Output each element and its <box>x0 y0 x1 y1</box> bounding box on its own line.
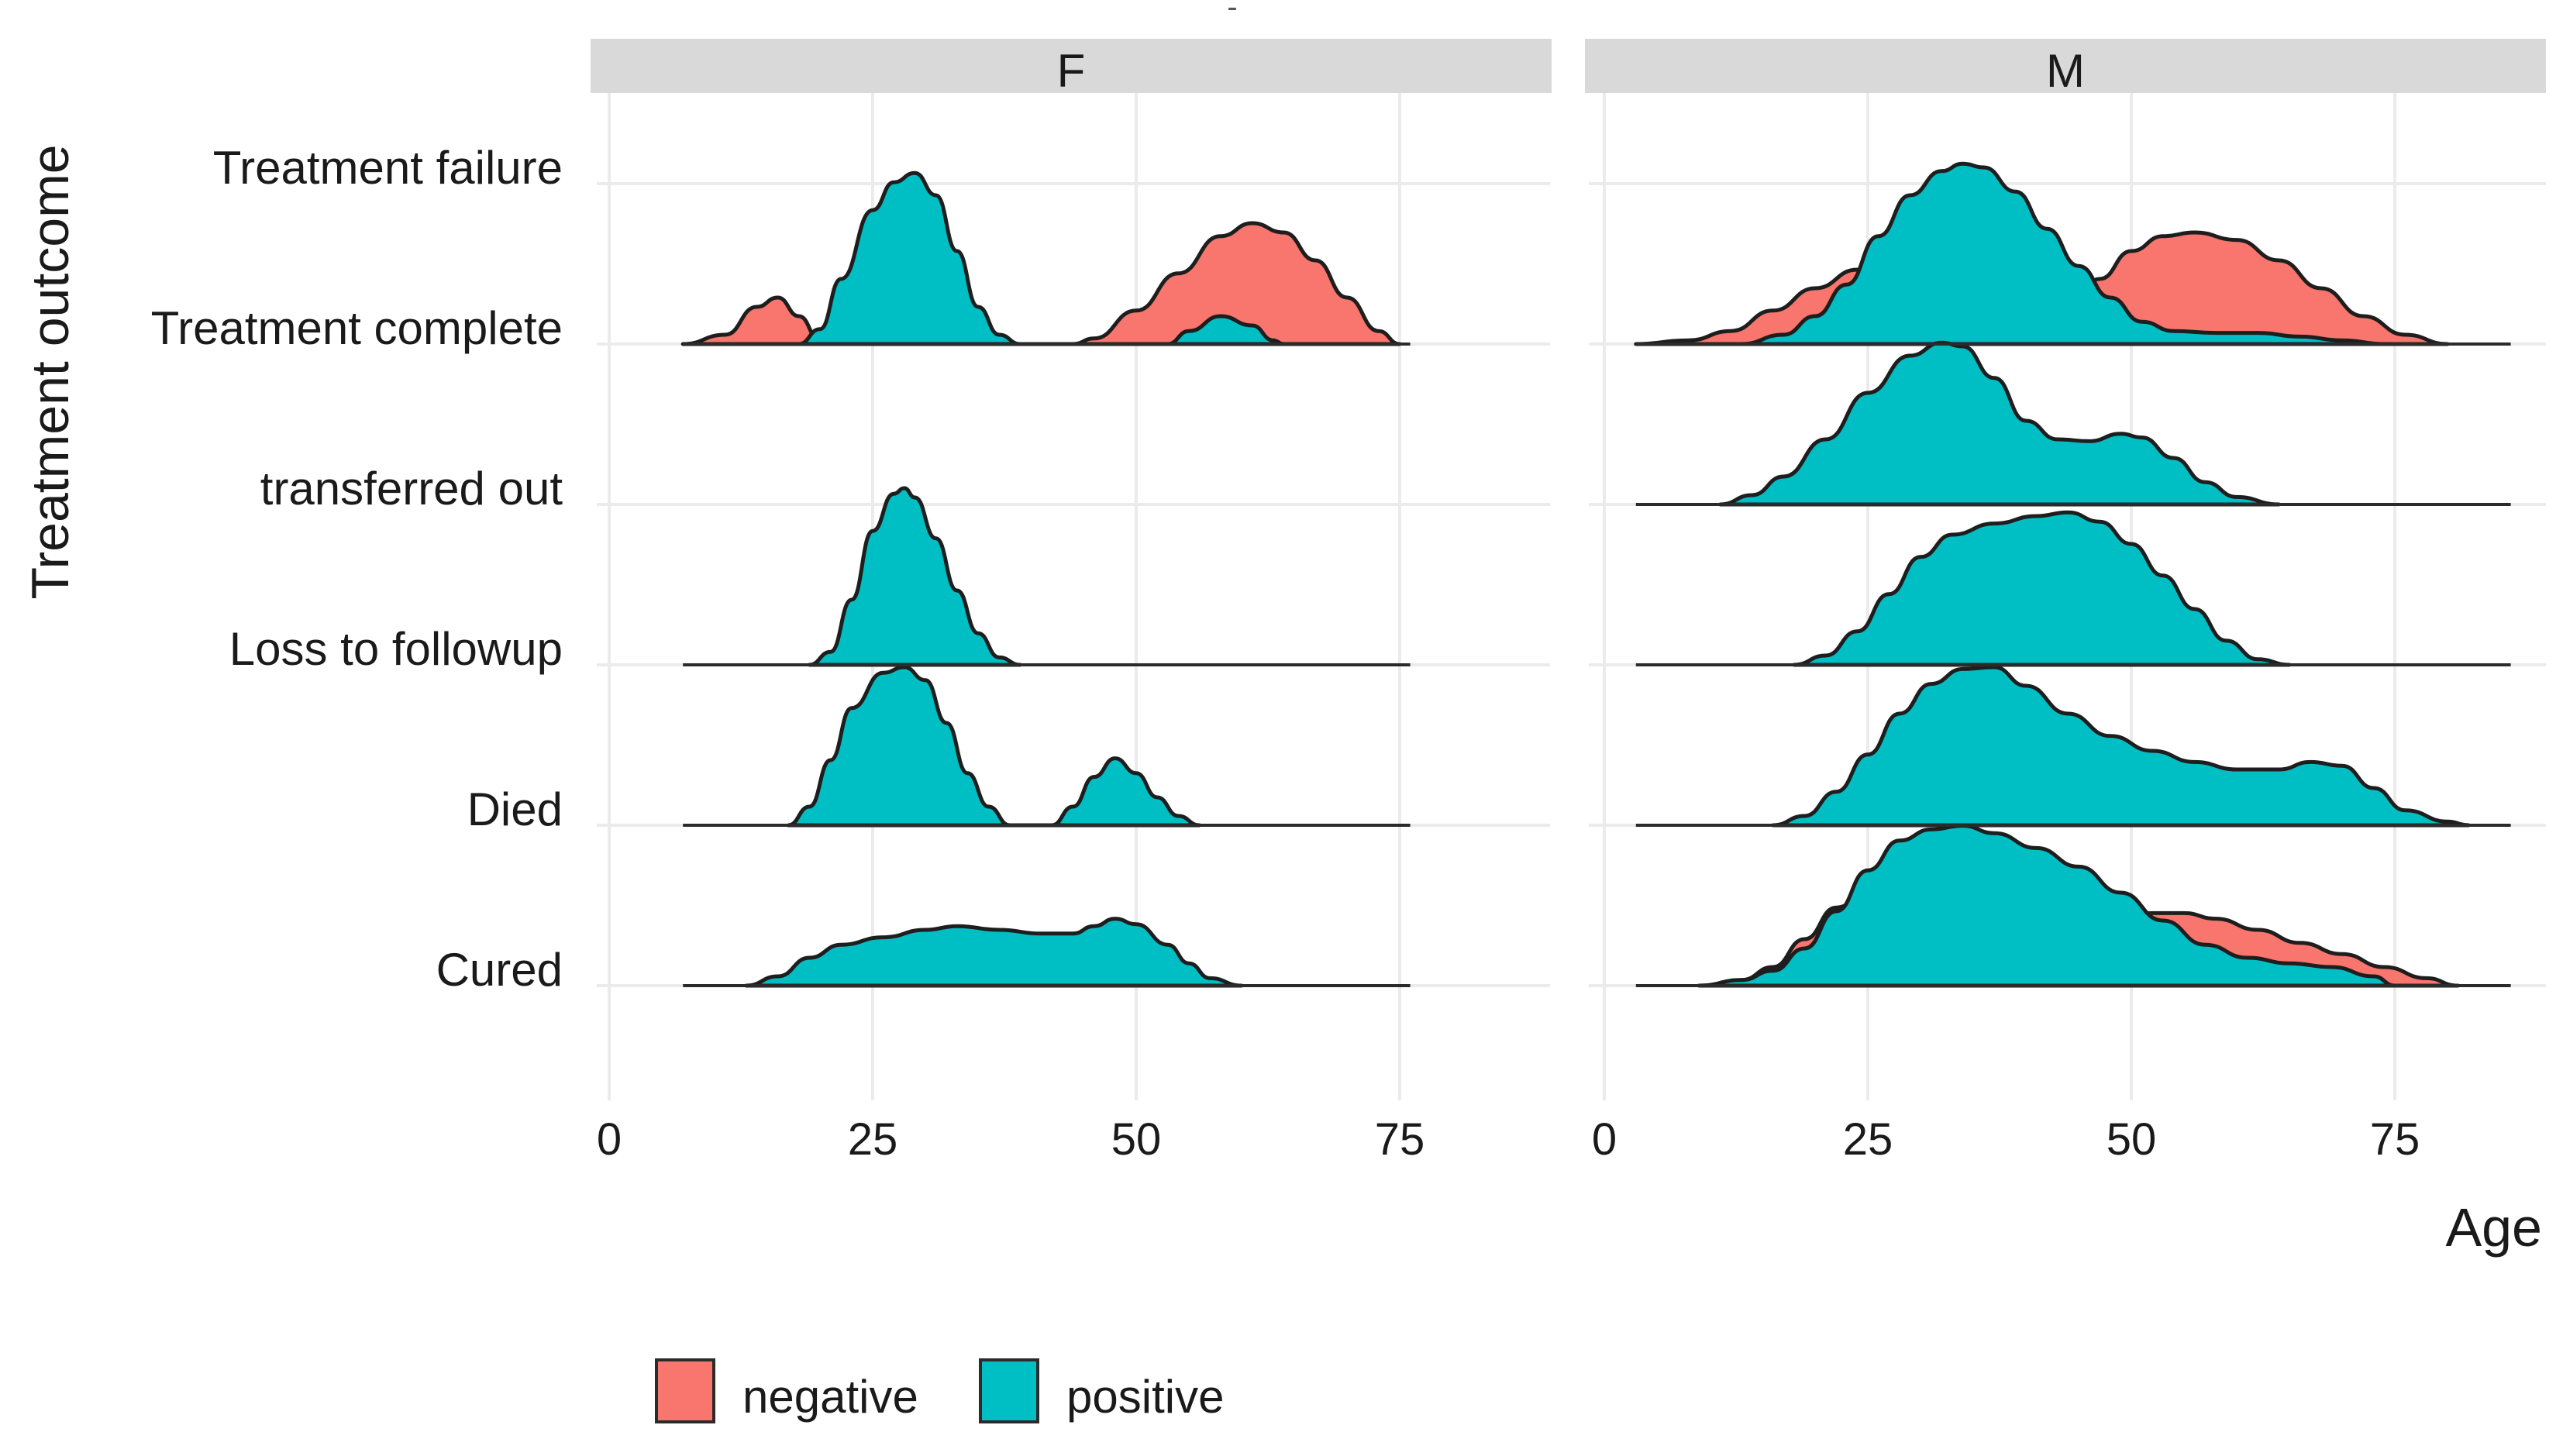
y-label-died: Died <box>467 783 563 835</box>
strip-F <box>591 39 1552 93</box>
legend-label-positive: positive <box>1066 1371 1224 1423</box>
x-tick-label: 75 <box>2370 1114 2420 1165</box>
stray-mark: - <box>1227 0 1237 24</box>
strip-M <box>1585 39 2546 93</box>
panel-M: M 0 25 50 75 <box>1585 39 2546 1165</box>
y-label-treatment-failure: Treatment failure <box>213 142 563 194</box>
ridge-positive-transferred-out <box>1718 340 2281 507</box>
x-tick-label: 50 <box>2107 1114 2157 1165</box>
legend-key-positive <box>979 1358 1039 1423</box>
ridge-positive-cured <box>1697 824 2397 988</box>
strip-label-M: M <box>2046 45 2085 97</box>
ridge-positive-treatment-complete <box>797 170 1286 346</box>
x-ticks-F: 0 25 50 75 <box>597 1114 1424 1165</box>
x-axis-title: Age <box>2445 1197 2542 1258</box>
legend: negative positive <box>655 1358 1224 1423</box>
baselines-F <box>683 342 1411 987</box>
x-tick-label: 50 <box>1111 1114 1162 1165</box>
y-label-treatment-complete: Treatment complete <box>151 302 563 354</box>
ridge-negative-treatment-complete <box>680 221 1402 346</box>
x-tick-label: 25 <box>1843 1114 1893 1165</box>
x-tick-label: 25 <box>848 1114 898 1165</box>
legend-label-negative: negative <box>742 1371 918 1423</box>
baselines-M <box>1635 342 2511 987</box>
panel-F: F 0 25 50 75 <box>591 39 1552 1165</box>
ridge-positive-died <box>786 665 1202 828</box>
ridge-positive-cured <box>744 917 1244 988</box>
ridge-positive-loss-to-followup <box>1792 510 2292 667</box>
y-axis-title: Treatment outcome <box>21 144 80 599</box>
x-ticks-M: 0 25 50 75 <box>1592 1114 2420 1165</box>
y-label-cured: Cured <box>436 944 563 996</box>
ridge-positive-died <box>1771 665 2471 828</box>
strip-label-F: F <box>1057 45 1086 97</box>
x-tick-label: 0 <box>1592 1114 1617 1165</box>
y-label-transferred-out: transferred out <box>260 463 563 515</box>
y-category-labels: Cured Died Loss to followup transferred … <box>151 142 563 996</box>
ridge-positive-treatment-complete <box>1739 161 2386 346</box>
ridges-F <box>680 170 1402 988</box>
ridge-positive-loss-to-followup <box>807 486 1022 667</box>
ridges-M <box>1634 161 2471 988</box>
legend-key-negative <box>655 1358 715 1423</box>
y-label-loss-to-followup: Loss to followup <box>229 623 563 675</box>
x-tick-label: 0 <box>597 1114 622 1165</box>
x-tick-label: 75 <box>1375 1114 1425 1165</box>
